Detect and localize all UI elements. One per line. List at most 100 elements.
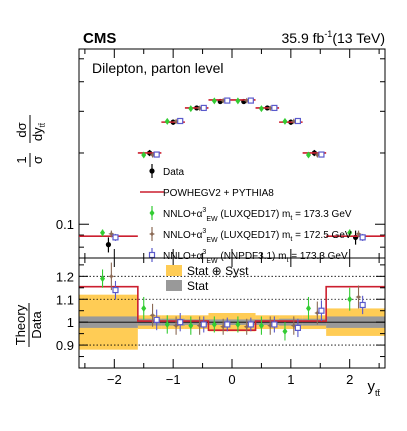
nnpdf-point: [359, 234, 366, 241]
luxqed_1733-point: [211, 97, 217, 105]
luxqed_1725-point: [196, 105, 203, 112]
nnpdf-point: [271, 104, 278, 112]
nnpdf-ratio-point: [112, 286, 119, 294]
nnpdf-ratio-point: [153, 316, 160, 323]
legend-stat_band-label: Stat: [187, 279, 209, 293]
ylabel-theory: Theory: [13, 304, 28, 345]
luxqed_1725-point: [314, 152, 321, 159]
powheg-ratio-line: [79, 285, 385, 331]
luxqed_1725-ratio-point: [108, 273, 115, 280]
nnpdf-ratio-point: [247, 321, 254, 328]
luxqed_1733-ratio-point: [235, 320, 241, 328]
luxqed_1725-ratio-point: [355, 293, 362, 300]
nnpdf-point: [318, 151, 325, 158]
luxqed_1725-point: [290, 118, 297, 125]
legend-stat_syst_band-swatch: [166, 265, 182, 276]
nnpdf-point: [153, 151, 160, 158]
nnpdf-point: [200, 104, 207, 112]
luxqed_1725-point: [355, 230, 362, 237]
luxqed_1725-point: [267, 105, 274, 112]
ylabel-one: 1: [14, 156, 29, 163]
luxqed_1733-ratio-point: [306, 304, 311, 312]
luxqed_1733-ratio-point: [188, 322, 194, 330]
luxqed_1733-point: [282, 117, 288, 125]
legend-luxqed_1733-label: NNLO+α3EW (LUXQED17) mt = 173.3 GeV: [163, 207, 352, 223]
luxqed_1733-point: [347, 229, 353, 237]
luxqed_1725-point: [173, 118, 180, 125]
xtick-label: −2: [107, 372, 122, 387]
luxqed_1733-point: [235, 97, 241, 105]
nnpdf-point: [247, 97, 254, 104]
luxqed_1725-ratio-point: [173, 322, 180, 329]
legend-stat_band-swatch: [166, 280, 182, 291]
legend-luxqed_1725-label: NNLO+α3EW (LUXQED17) mt = 172.5 GeV: [163, 228, 352, 244]
xtick-label: −1: [166, 372, 181, 387]
luxqed_1725-ratio-point: [220, 323, 227, 330]
legend-data-marker: [149, 168, 155, 174]
xtick-label: 0: [228, 372, 235, 387]
luxqed_1733-point: [141, 151, 147, 159]
nnpdf-ratio-point: [177, 319, 184, 326]
luxqed_1733-point: [164, 117, 170, 125]
luxqed_1725-point: [220, 97, 227, 104]
luminosity-label: 35.9 fb-1(13 TeV): [281, 29, 385, 46]
luxqed_1725-ratio-point: [290, 322, 297, 329]
legend-data-label: Data: [163, 167, 185, 178]
lower-ytick-label: 1.2: [56, 269, 74, 284]
nnpdf-ratio-point: [318, 307, 325, 314]
luxqed_1733-ratio-point: [141, 304, 147, 312]
legend-stat_syst_band-label: Stat ⊕ Syst: [187, 264, 249, 278]
lower-ylabel: Theory Data: [13, 303, 44, 347]
luxqed_1725-point: [108, 230, 115, 237]
data-point: [105, 242, 112, 248]
legend-nnpdf-label: NNLO+α3EW (NNPDF3.1) mt = 173.3 GeV: [163, 249, 348, 265]
nnpdf-ratio-point: [359, 301, 366, 309]
lower-ytick-label: 1: [67, 315, 74, 330]
nnpdf-ratio-point: [294, 324, 302, 331]
xtick-label: 1: [287, 372, 294, 387]
ylabel-data: Data: [29, 311, 44, 339]
luxqed_1733-ratio-point: [258, 322, 264, 330]
nnpdf-point: [294, 117, 302, 125]
luxqed_1733-ratio-point: [211, 320, 217, 328]
nnpdf-ratio-point: [271, 321, 278, 328]
nnpdf-ratio-point: [200, 321, 207, 328]
luxqed_1725-ratio-point: [196, 322, 203, 329]
ylabel-dsigma: dσ: [14, 122, 29, 137]
legend-powheg-label: POWHEGV2 + PYTHIA8: [163, 188, 274, 199]
luxqed_1725-point: [149, 152, 156, 159]
upper-frame: [78, 48, 386, 259]
nnpdf-point: [224, 97, 231, 104]
luxqed_1733-point: [188, 105, 194, 113]
luxqed_1733-ratio-point: [282, 327, 288, 335]
upper-ytick-label: 0.1: [56, 217, 74, 232]
nnpdf-ratio-point: [224, 321, 231, 328]
luxqed_1733-point: [258, 105, 264, 113]
xlabel: ytt̄: [367, 378, 380, 398]
ylabel-dy: dytt̄: [30, 122, 47, 141]
luxqed_1733-ratio-point: [347, 295, 353, 303]
annotation: Dilepton, parton level: [92, 60, 224, 76]
lower-ytick-label: 1.1: [56, 292, 74, 307]
legend-luxqed_1725-marker: [149, 231, 155, 237]
upper-ylabel: 1 σ dσ dytt̄: [14, 115, 47, 167]
luxqed_1725-point: [243, 97, 250, 104]
luxqed_1725-ratio-point: [314, 310, 321, 316]
legend-nnpdf-marker: [148, 251, 156, 259]
luxqed_1725-ratio-point: [149, 312, 156, 319]
luxqed_1725-ratio-point: [267, 322, 274, 329]
upper-legend: Data POWHEGV2 + PYTHIA8 NNLO+α3EW (LUXQED1…: [140, 164, 352, 265]
lower-ytick-label: 0.9: [56, 338, 74, 353]
luxqed_1733-point: [100, 229, 106, 237]
nnpdf-point: [112, 234, 119, 241]
upper-panel: Dilepton, parton level 0.1 Data POWHEGV2 …: [56, 48, 386, 265]
ylabel-sigma: σ: [30, 156, 45, 164]
nnpdf-point: [177, 117, 184, 125]
luxqed_1733-point: [306, 151, 311, 159]
experiment-label: CMS: [83, 30, 116, 47]
luxqed_1733-ratio-point: [164, 320, 170, 328]
luxqed_1733-ratio-point: [100, 275, 106, 283]
